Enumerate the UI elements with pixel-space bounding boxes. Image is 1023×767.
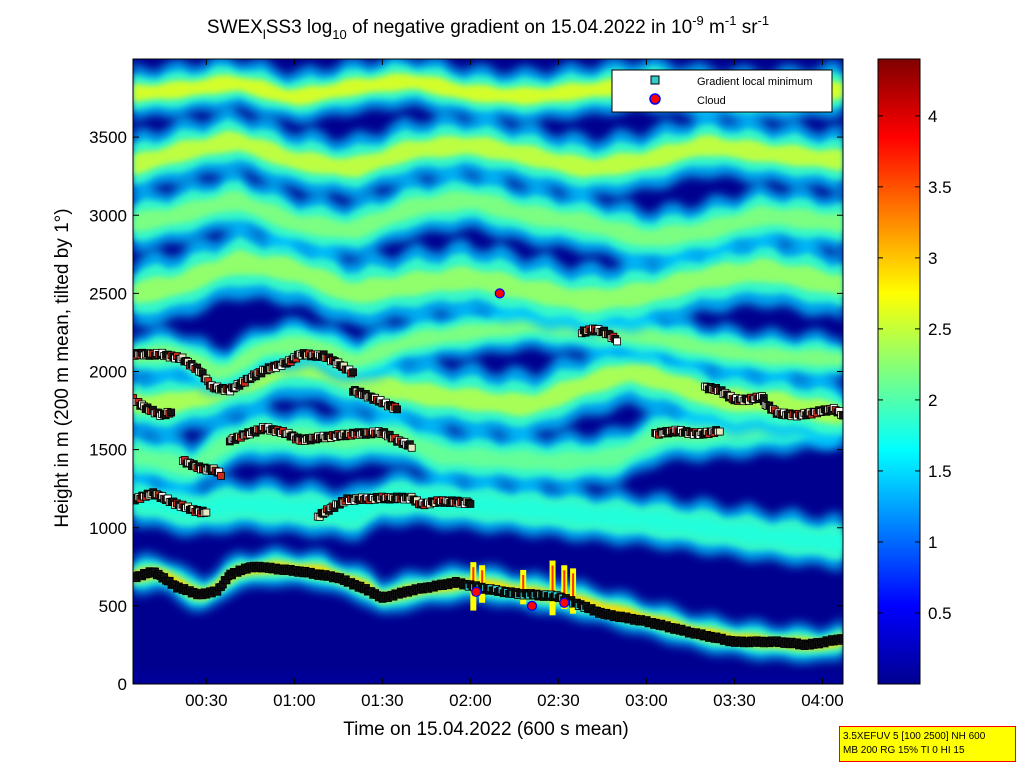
layer-core <box>133 409 843 476</box>
y-tick-label: 1000 <box>89 519 127 538</box>
ground-band <box>133 672 843 684</box>
colorbar-tick-label: 1 <box>928 533 937 552</box>
cloud-markers <box>471 288 570 611</box>
layer-core <box>133 130 843 178</box>
colorbar-tick-label: 1.5 <box>928 462 952 481</box>
legend-circle-icon <box>649 93 661 105</box>
y-tick-label: 2000 <box>89 363 127 382</box>
x-tick-label: 02:30 <box>537 691 580 710</box>
colorbar-tick-label: 0.5 <box>928 604 952 623</box>
y-tick-label: 500 <box>99 597 127 616</box>
layer-halo <box>133 297 843 396</box>
spike-core <box>522 574 525 596</box>
x-tick-label: 04:00 <box>801 691 844 710</box>
minima-markers <box>133 324 843 651</box>
y-axis-label: Height in m (200 m mean, tilted by 1°) <box>52 208 73 527</box>
colorbar-tick-label: 2.5 <box>928 320 952 339</box>
info-line-1: 3.5XEFUV 5 [100 2500] NH 600 <box>843 731 986 742</box>
colorbar-tick-label: 3 <box>928 249 937 268</box>
info-line-2: MB 200 RG 15% TI 0 HI 15 <box>843 745 965 756</box>
minimum-marker <box>393 405 401 414</box>
x-tick-label: 00:30 <box>185 691 228 710</box>
y-tick-label: 2500 <box>89 284 127 303</box>
x-tick-label: 01:00 <box>273 691 316 710</box>
chart-title: SWEXlSS3 log10 of negative gradient on 1… <box>207 13 769 42</box>
x-tick-label: 03:00 <box>625 691 668 710</box>
spike-core <box>551 565 554 599</box>
legend-square-icon <box>650 75 660 85</box>
minimum-marker <box>202 508 211 517</box>
layer-band <box>133 399 843 484</box>
colorbar-tick-label: 2 <box>928 391 937 410</box>
cloud-marker <box>559 597 570 608</box>
colorbar-gradient <box>878 59 920 684</box>
minimum-marker <box>839 411 843 420</box>
x-tick-label: 03:30 <box>713 691 756 710</box>
cloud-marker <box>494 288 505 299</box>
legend-entry-cloud: Cloud <box>697 95 726 107</box>
info-box: 3.5XEFUV 5 [100 2500] NH 600 MB 200 RG 1… <box>839 726 1016 762</box>
minimum-marker <box>217 471 225 480</box>
minimum-marker <box>407 443 416 452</box>
minimum-marker <box>349 368 357 377</box>
minimum-marker <box>839 634 843 643</box>
y-tick-label: 3500 <box>89 128 127 147</box>
y-tick-label: 0 <box>118 675 127 694</box>
layer-core <box>133 190 843 246</box>
minimum-marker <box>466 500 475 508</box>
y-tick-label: 3000 <box>89 206 127 225</box>
spike-core <box>572 573 575 601</box>
minimum-marker <box>167 408 176 417</box>
cloud-marker <box>526 600 538 611</box>
colorbar-ticks: 0.5 1 1.5 2 2.5 3 3.5 4 <box>878 107 952 623</box>
colorbar-tick-label: 4 <box>928 107 937 126</box>
y-tick-label: 1500 <box>89 441 127 460</box>
x-axis-label: Time on 15.04.2022 (600 s mean) <box>343 719 629 740</box>
legend: Gradient local minimum Cloud <box>611 69 833 113</box>
layer-core <box>133 249 843 313</box>
colorbar-frame <box>877 58 921 685</box>
minimum-marker <box>613 337 621 346</box>
minimum-marker <box>715 427 724 436</box>
legend-entry-minimum: Gradient local minimum <box>697 76 813 88</box>
layer-band <box>133 478 843 561</box>
colorbar: 0.5 1 1.5 2 2.5 3 3.5 4 <box>877 58 952 685</box>
x-tick-label: 02:00 <box>449 691 492 710</box>
heatmap-plot <box>133 59 843 684</box>
layer-core <box>133 351 843 425</box>
cloud-marker <box>471 586 482 597</box>
x-tick-label: 01:30 <box>361 691 404 710</box>
spike-core <box>481 570 484 593</box>
spike-core <box>563 570 566 597</box>
layer-band <box>133 308 843 387</box>
x-axis: 00:30 01:00 01:30 02:00 02:30 03:00 03:30 04:00 <box>185 59 844 710</box>
y-axis: 0 500 1000 1500 2000 2500 3000 3500 <box>89 128 843 694</box>
colorbar-tick-label: 3.5 <box>928 178 952 197</box>
legend-box <box>611 69 833 113</box>
layer-core <box>133 488 843 552</box>
